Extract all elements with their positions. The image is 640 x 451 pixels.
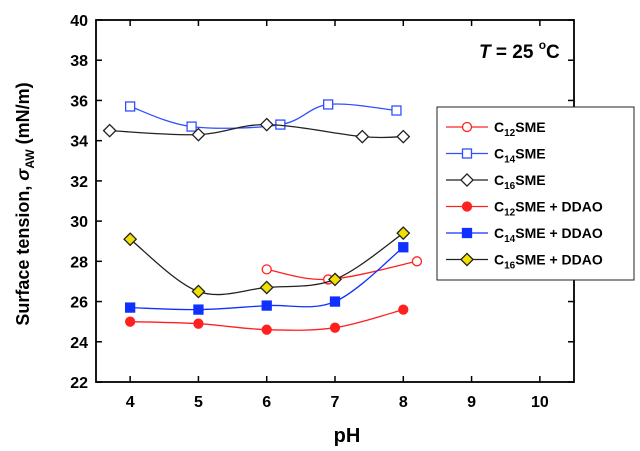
x-tick-label: 10 <box>531 394 549 411</box>
marker-square <box>329 296 341 307</box>
series-line <box>130 246 404 311</box>
marker-circle <box>329 322 341 333</box>
marker-diamond <box>460 173 474 187</box>
marker-diamond <box>460 252 474 267</box>
marker-square <box>391 105 402 116</box>
legend-label: C12SME + DDAO <box>494 199 603 219</box>
series-layer <box>102 99 423 335</box>
marker-square <box>323 99 334 110</box>
y-axis-label: Surface tension, σAW (mN/m) <box>13 82 37 325</box>
marker-diamond <box>396 129 411 144</box>
marker-circle <box>411 256 423 267</box>
y-tick-label: 22 <box>70 375 88 392</box>
x-tick-label: 8 <box>399 394 408 411</box>
y-tick-label: 32 <box>70 174 88 191</box>
marker-diamond <box>396 226 411 241</box>
series-c16sme <box>102 117 411 144</box>
series-c16sme-ddao <box>123 226 411 299</box>
marker-diamond <box>259 280 274 295</box>
legend-box <box>436 106 635 281</box>
y-tick-label: 28 <box>70 254 88 271</box>
marker-diamond <box>191 284 206 299</box>
y-tick-label: 34 <box>70 134 88 151</box>
marker-circle <box>261 264 272 275</box>
marker-circle <box>261 324 272 335</box>
legend-label: C14SME + DDAO <box>494 225 603 245</box>
marker-square <box>461 227 473 239</box>
marker-diamond <box>355 129 370 144</box>
x-tick-label: 5 <box>194 394 203 411</box>
legend-label: C16SME + DDAO <box>494 252 603 272</box>
marker-circle <box>193 318 204 329</box>
legend-item: C14SME <box>446 146 546 166</box>
legend-item: C12SME <box>446 119 546 139</box>
marker-square <box>398 242 409 253</box>
x-tick-label: 6 <box>262 394 271 411</box>
y-tick-label: 26 <box>70 295 88 312</box>
legend-label: C12SME <box>494 119 546 139</box>
marker-circle <box>461 201 473 212</box>
y-tick-label: 24 <box>70 335 88 352</box>
marker-square <box>124 101 136 112</box>
marker-diamond <box>328 272 342 287</box>
legend-item: C14SME + DDAO <box>446 225 603 245</box>
legend-label: C16SME <box>494 172 546 192</box>
y-tick-label: 30 <box>70 214 88 231</box>
marker-circle <box>461 121 473 133</box>
x-axis-label: pH <box>334 425 361 447</box>
marker-square <box>124 302 136 313</box>
marker-circle <box>398 304 409 315</box>
temperature-annotation: T = 25 oC <box>479 38 560 63</box>
marker-diamond <box>259 117 274 132</box>
series-c14sme-ddao <box>124 242 409 315</box>
y-tick-label: 38 <box>70 53 88 70</box>
marker-square <box>461 148 473 159</box>
marker-circle <box>124 316 136 327</box>
y-tick-label: 36 <box>70 93 88 110</box>
marker-square <box>186 121 197 132</box>
legend-item: C16SME <box>446 172 546 192</box>
legend-item: C16SME + DDAO <box>446 252 603 272</box>
marker-diamond <box>102 123 117 138</box>
marker-diamond <box>123 232 138 247</box>
marker-square <box>193 304 204 315</box>
marker-diamond <box>191 127 206 142</box>
series-c12sme-ddao <box>124 304 409 335</box>
marker-square <box>261 300 272 311</box>
x-tick-label: 4 <box>126 394 135 411</box>
legend-item: C12SME + DDAO <box>446 199 603 219</box>
x-tick-label: 7 <box>331 394 340 411</box>
series-c12sme <box>261 256 423 285</box>
legend-label: C14SME <box>494 146 546 166</box>
x-tick-label: 9 <box>467 394 476 411</box>
legend: C12SME C14SME C16SME C12SME + DDAO C14SME + … <box>436 106 635 281</box>
y-tick-label: 40 <box>70 13 88 30</box>
series-c14sme <box>124 99 402 132</box>
